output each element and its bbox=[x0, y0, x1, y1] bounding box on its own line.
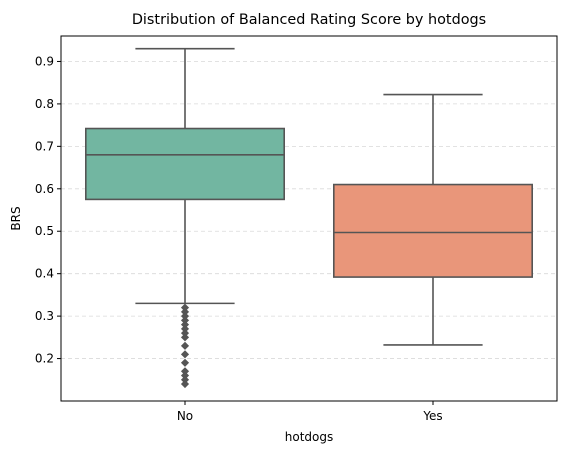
y-axis-ticks: 0.2 0.3 0.4 0.5 0.6 0.7 0.8 0.9 bbox=[35, 54, 61, 366]
boxes bbox=[85, 47, 533, 389]
y-axis-label: BRS bbox=[9, 206, 23, 230]
y-tick-label: 0.6 bbox=[35, 182, 54, 196]
x-axis-ticks: No Yes bbox=[177, 401, 443, 423]
y-tick-label: 0.5 bbox=[35, 224, 54, 238]
y-tick-label: 0.9 bbox=[35, 54, 54, 68]
y-tick-label: 0.4 bbox=[35, 267, 54, 281]
chart-title: Distribution of Balanced Rating Score by… bbox=[132, 12, 486, 28]
outlier-point bbox=[180, 358, 190, 367]
outlier-point bbox=[180, 341, 190, 350]
x-tick-label: Yes bbox=[422, 409, 442, 423]
x-tick-label: No bbox=[177, 409, 193, 423]
y-tick-label: 0.8 bbox=[35, 97, 54, 111]
iqr-box bbox=[332, 183, 533, 278]
iqr-box bbox=[85, 127, 285, 201]
y-tick-label: 0.2 bbox=[35, 352, 54, 366]
outlier-point bbox=[180, 333, 190, 342]
box-no bbox=[85, 47, 285, 389]
x-axis-label: hotdogs bbox=[285, 430, 333, 444]
plot-frame bbox=[60, 35, 558, 402]
y-tick-label: 0.3 bbox=[35, 309, 54, 323]
y-tick-label: 0.7 bbox=[35, 139, 54, 153]
outlier-point bbox=[180, 379, 190, 389]
outlier-point bbox=[180, 350, 190, 359]
box-yes bbox=[332, 93, 533, 346]
